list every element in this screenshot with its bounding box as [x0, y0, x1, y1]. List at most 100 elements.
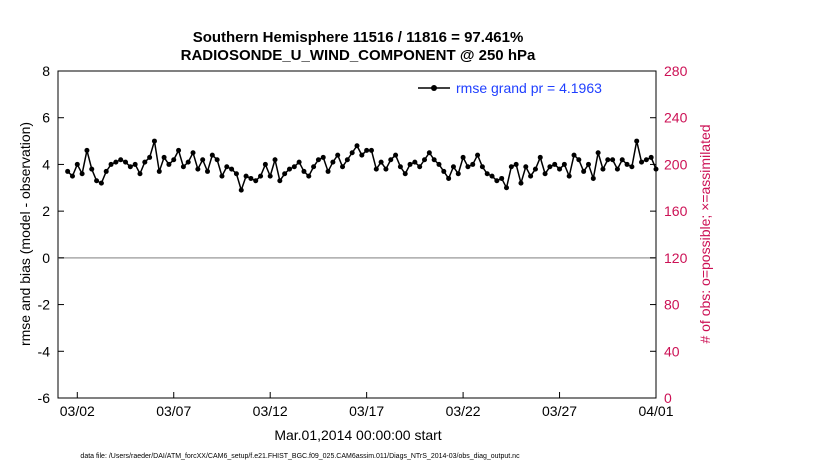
data-point-rmse — [557, 166, 563, 172]
y-tick-label-left: -4 — [38, 343, 51, 359]
data-point-rmse — [69, 173, 75, 179]
data-point-rmse — [537, 154, 543, 160]
data-point-rmse — [74, 161, 80, 167]
data-point-rmse — [426, 150, 432, 156]
data-point-rmse — [455, 171, 461, 177]
data-point-rmse — [600, 166, 606, 172]
y-tick-label-left: -2 — [38, 297, 51, 313]
x-axis-label: Mar.01,2014 00:00:00 start — [274, 427, 441, 443]
y-tick-label-left: -6 — [38, 390, 51, 406]
footnote: data file: /Users/raeder/DAI/ATM_forcXX/… — [80, 453, 520, 460]
data-point-rmse — [422, 157, 428, 163]
data-point-rmse — [238, 187, 244, 193]
data-point-rmse — [397, 164, 403, 170]
data-point-rmse — [94, 178, 100, 184]
data-point-rmse — [185, 159, 191, 165]
x-tick-label: 03/27 — [542, 403, 577, 419]
x-tick-label: 03/17 — [349, 403, 384, 419]
data-point-rmse — [412, 159, 418, 165]
data-point-rmse — [523, 164, 529, 170]
data-point-rmse — [224, 164, 230, 170]
data-point-rmse — [156, 168, 162, 174]
data-point-rmse — [504, 185, 509, 191]
chart-title-line1: Southern Hemisphere 11516 / 11816 = 97.4… — [193, 29, 524, 46]
data-point-rmse — [552, 161, 558, 167]
data-point-rmse — [354, 143, 360, 149]
data-point-rmse — [619, 157, 625, 163]
data-point-rmse — [499, 175, 505, 181]
data-point-rmse — [142, 159, 148, 165]
data-point-rmse — [340, 164, 346, 170]
data-point-rmse — [161, 154, 167, 160]
data-point-rmse — [147, 154, 153, 160]
x-tick-label: 03/22 — [446, 403, 481, 419]
data-point-rmse — [571, 152, 577, 158]
data-point-rmse — [103, 168, 109, 174]
data-point-rmse — [561, 161, 567, 167]
data-point-rmse — [460, 154, 466, 160]
legend-entry-rmse: rmse grand pr = 4.1963 — [456, 80, 602, 96]
data-point-rmse — [441, 168, 447, 174]
data-point-rmse — [108, 161, 114, 167]
data-point-rmse — [475, 152, 481, 158]
data-point-rmse — [450, 164, 456, 170]
data-point-rmse — [614, 166, 620, 172]
data-point-rmse — [446, 175, 452, 181]
y-tick-label-right: 0 — [664, 390, 672, 406]
data-point-rmse — [282, 171, 288, 177]
data-point-rmse — [639, 159, 645, 165]
data-point-rmse — [296, 159, 302, 165]
data-point-rmse — [200, 157, 206, 163]
data-point-rmse — [581, 168, 587, 174]
data-point-rmse — [359, 152, 365, 158]
y-tick-label-right: 40 — [664, 343, 680, 359]
x-tick-label: 03/02 — [60, 403, 95, 419]
y-tick-label-right: 120 — [664, 250, 688, 266]
data-point-rmse — [629, 164, 635, 170]
data-point-rmse — [431, 157, 437, 163]
data-point-rmse — [277, 178, 283, 184]
data-point-rmse — [479, 164, 485, 170]
data-point-rmse — [364, 147, 370, 153]
data-point-rmse — [513, 161, 519, 167]
data-point-rmse — [118, 157, 124, 163]
data-point-rmse — [417, 164, 423, 170]
data-point-rmse — [383, 166, 389, 172]
data-point-rmse — [262, 161, 268, 167]
data-point-rmse — [272, 157, 278, 163]
data-point-rmse — [209, 152, 215, 158]
y-tick-label-left: 6 — [42, 110, 50, 126]
data-point-rmse — [402, 171, 408, 177]
data-point-rmse — [605, 157, 611, 163]
data-point-rmse — [98, 180, 104, 186]
y-tick-label-right: 240 — [664, 110, 688, 126]
data-point-rmse — [508, 164, 514, 170]
data-point-rmse — [344, 157, 350, 163]
data-point-rmse — [653, 166, 659, 172]
y-tick-label-right: 160 — [664, 203, 688, 219]
data-point-rmse — [306, 173, 312, 179]
data-point-rmse — [113, 159, 119, 165]
y-tick-label-left: 0 — [42, 250, 50, 266]
y-tick-label-left: 2 — [42, 203, 50, 219]
data-point-rmse — [132, 161, 138, 167]
data-point-rmse — [610, 157, 616, 163]
y-tick-label-right: 280 — [664, 63, 688, 79]
data-point-rmse — [590, 175, 596, 181]
data-point-rmse — [585, 161, 591, 167]
data-point-rmse — [79, 171, 85, 177]
data-point-rmse — [643, 157, 649, 163]
data-point-rmse — [547, 164, 553, 170]
y-axis-label-right: # of obs: o=possible; ×=assimilated — [697, 124, 713, 343]
data-point-rmse — [436, 161, 442, 167]
data-point-rmse — [286, 166, 292, 172]
data-point-rmse — [648, 154, 654, 160]
data-point-rmse — [465, 164, 471, 170]
legend-marker-rmse — [431, 85, 437, 91]
data-point-rmse — [407, 161, 413, 167]
data-point-rmse — [180, 164, 186, 170]
data-point-rmse — [171, 157, 177, 163]
data-point-rmse — [388, 157, 394, 163]
